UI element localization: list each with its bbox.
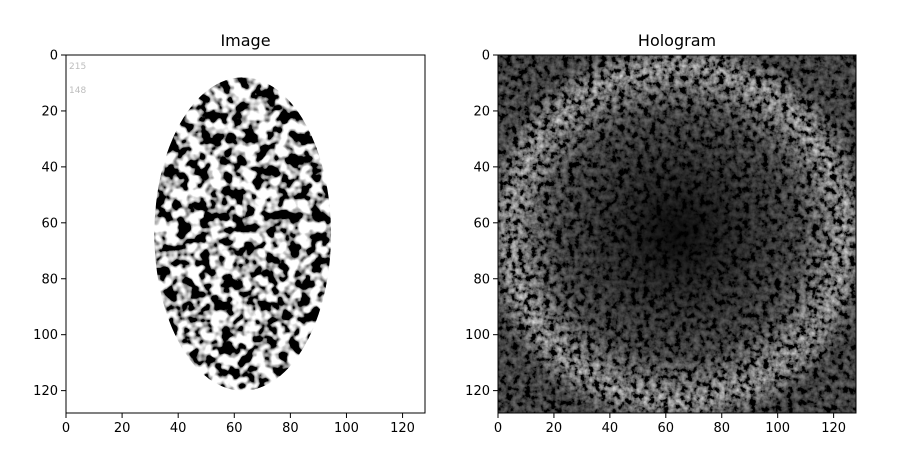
x-tick-label: 80 (282, 421, 299, 436)
x-tick-label: 20 (546, 421, 563, 436)
hologram-y-ticks: 0 20 40 60 80 100 120 (465, 49, 498, 399)
image-axes-frame (65, 54, 426, 414)
x-tick-label: 40 (602, 421, 619, 436)
x-tick-label: 0 (62, 421, 70, 436)
hologram-heatmap (498, 55, 856, 413)
image-corner-label-1: 215 (69, 62, 86, 72)
y-tick-label: 100 (465, 328, 490, 343)
x-tick-label: 100 (765, 421, 790, 436)
x-tick-label: 20 (114, 421, 131, 436)
y-tick-label: 100 (33, 328, 58, 343)
x-tick-label: 60 (226, 421, 243, 436)
hologram-x-ticks: 0 20 40 60 80 100 120 (494, 413, 846, 436)
image-panel: Image 215 148 0 20 40 60 80 100 120 0 20 40 60 80 1… (33, 31, 426, 436)
x-tick-label: 80 (713, 421, 730, 436)
hologram-panel: Hologram 0 20 40 60 80 100 120 0 20 40 60 80 100 120 (465, 31, 857, 436)
y-tick-label: 120 (33, 384, 58, 399)
y-tick-label: 40 (473, 160, 490, 175)
x-tick-label: 120 (390, 421, 415, 436)
x-tick-label: 40 (170, 421, 187, 436)
image-heatmap: 215 148 (66, 55, 425, 413)
image-y-ticks: 0 20 40 60 80 100 120 (33, 49, 66, 399)
y-tick-label: 60 (473, 216, 490, 231)
hologram-axes-frame (497, 54, 857, 414)
x-tick-label: 120 (821, 421, 846, 436)
y-tick-label: 40 (41, 160, 58, 175)
y-tick-label: 0 (482, 49, 490, 64)
y-tick-label: 120 (465, 384, 490, 399)
y-tick-label: 60 (41, 216, 58, 231)
x-tick-label: 0 (494, 421, 502, 436)
y-tick-label: 80 (41, 272, 58, 287)
x-tick-label: 60 (658, 421, 675, 436)
panel-title-image: Image (220, 31, 270, 50)
y-tick-label: 0 (50, 49, 58, 64)
y-tick-label: 80 (473, 272, 490, 287)
image-x-ticks: 0 20 40 60 80 100 120 (62, 413, 415, 436)
x-tick-label: 100 (334, 421, 359, 436)
y-tick-label: 20 (473, 104, 490, 119)
image-corner-label-2: 148 (69, 86, 86, 96)
panel-title-hologram: Hologram (638, 31, 716, 50)
y-tick-label: 20 (41, 104, 58, 119)
